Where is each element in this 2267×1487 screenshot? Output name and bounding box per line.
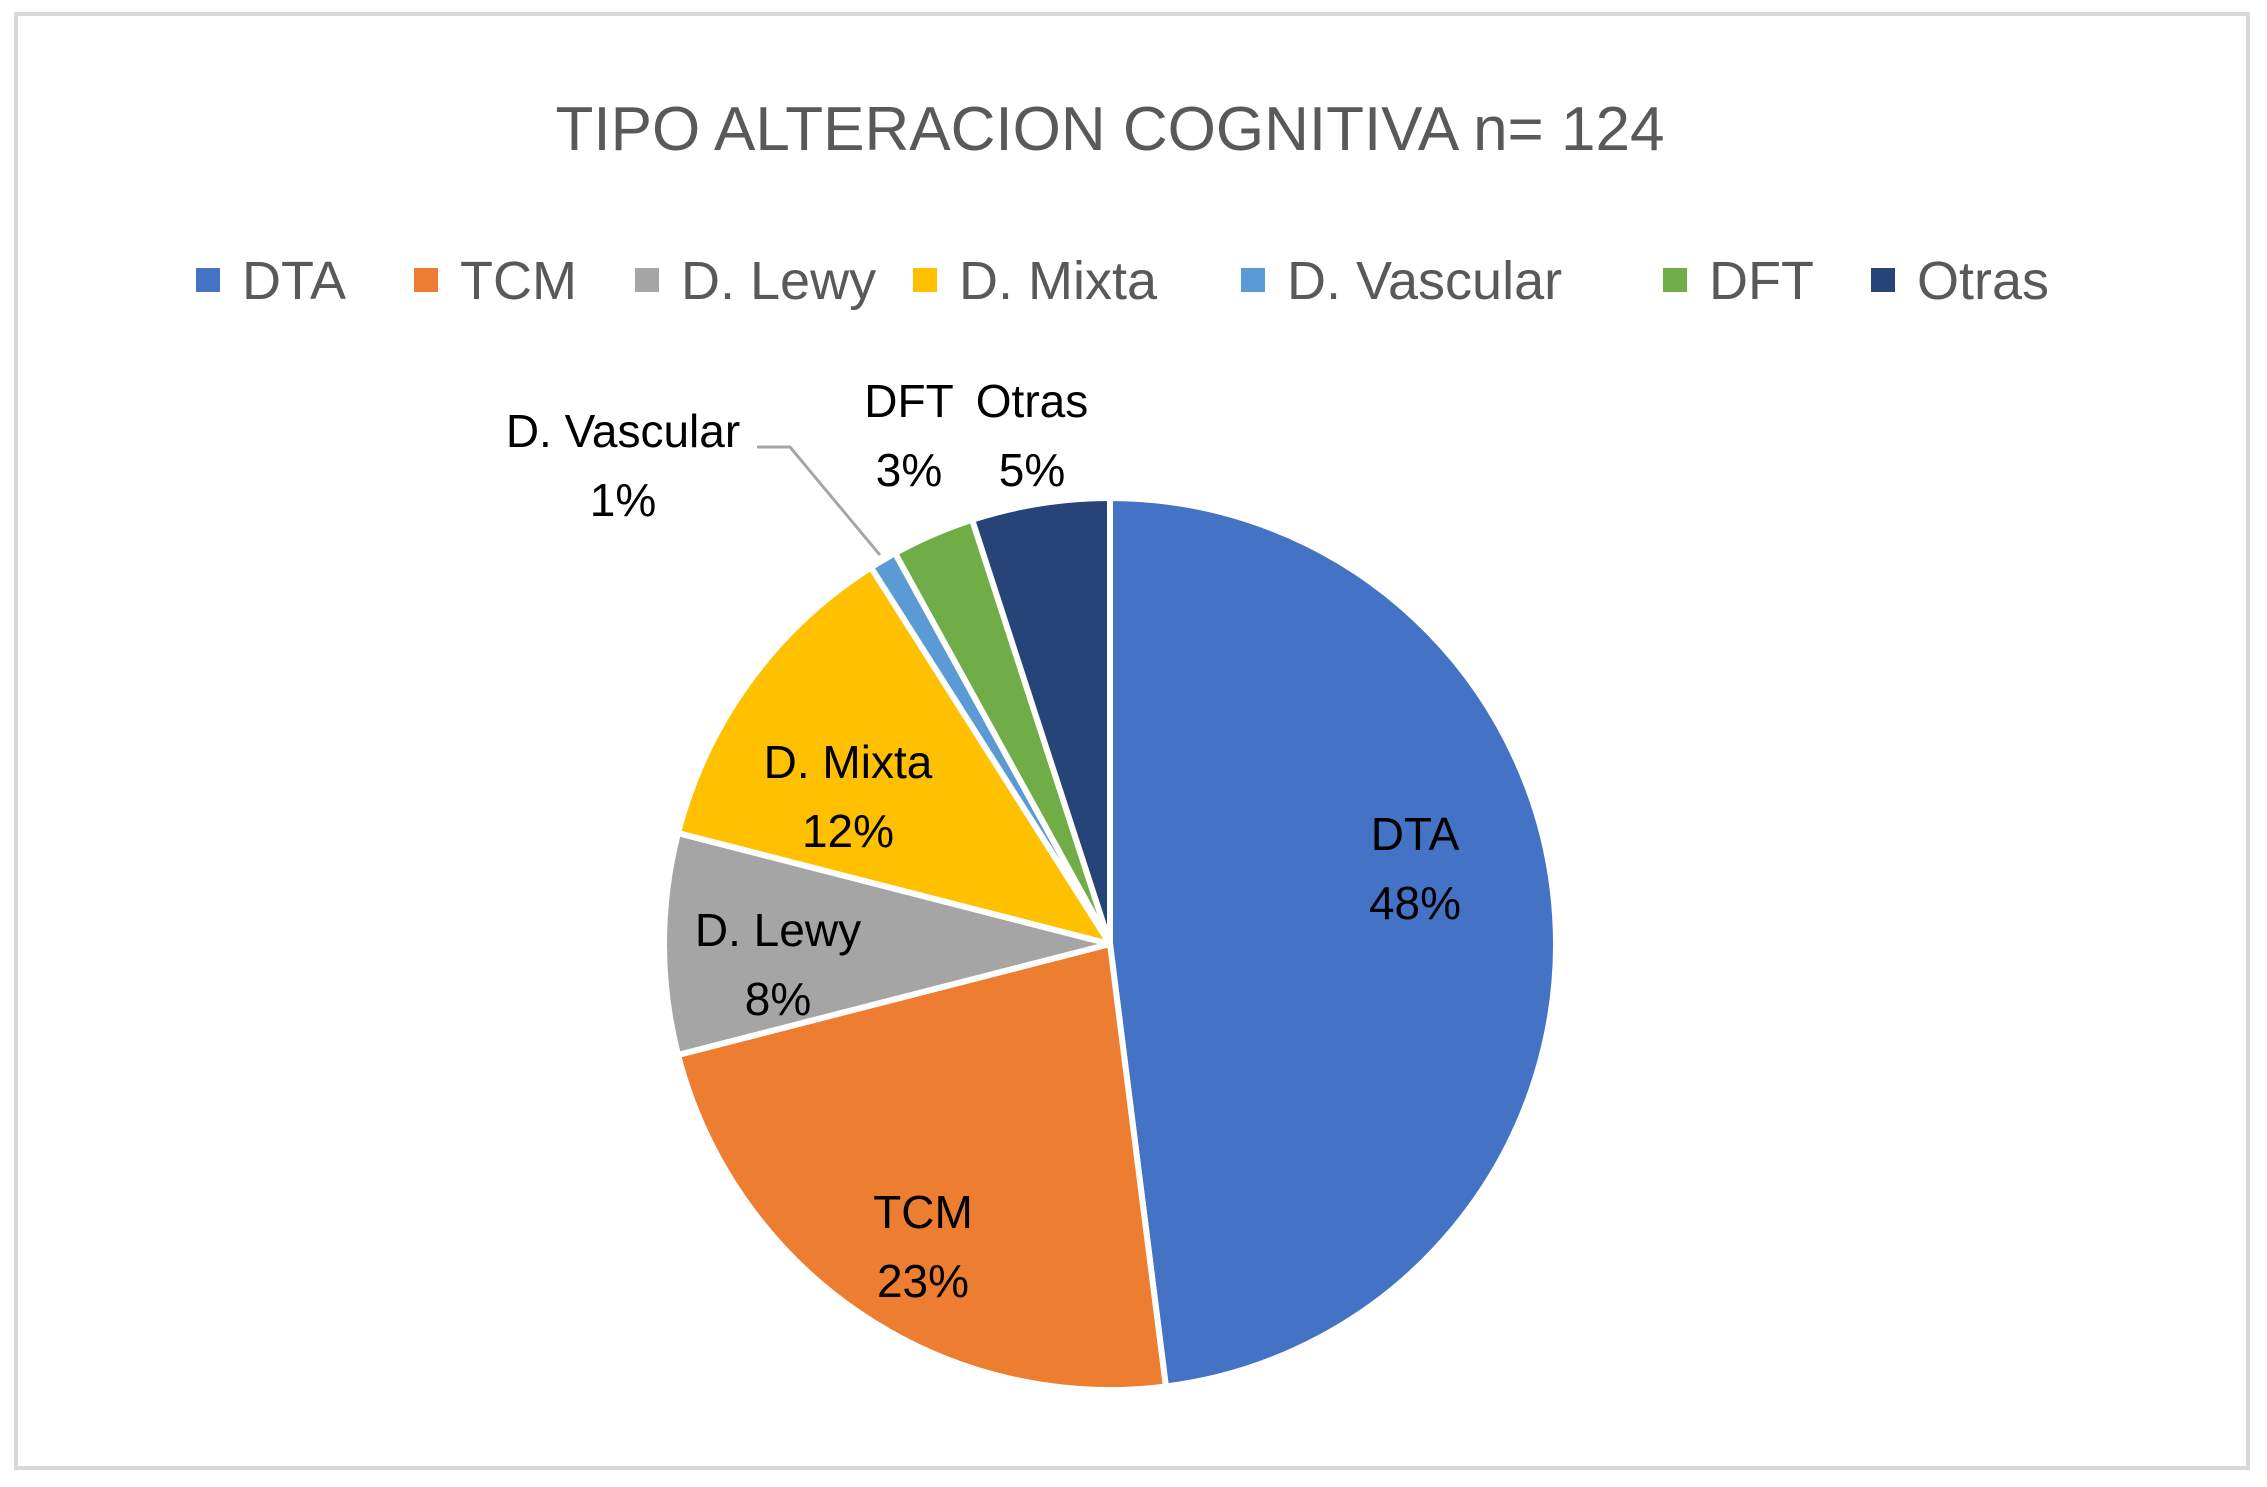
legend-swatch-d-lewy	[635, 268, 659, 292]
data-label-category-d-lewy: D. Lewy	[695, 904, 861, 956]
data-label-d-vascular: D. Vascular 1%	[506, 405, 740, 526]
leader-lines	[757, 445, 882, 556]
legend-swatch-otras	[1871, 268, 1895, 292]
data-label-dft: DFT 3%	[864, 375, 953, 496]
data-label-value-tcm: 23%	[877, 1255, 969, 1307]
data-label-category-tcm: TCM	[873, 1186, 973, 1238]
pie-slice-tcm	[675, 941, 1169, 1393]
data-label-value-d-vascular: 1%	[590, 474, 656, 526]
pie-slice-d-mixta	[675, 564, 1113, 947]
chart-title: TIPO ALTERACION COGNITIVA n= 124	[556, 95, 1665, 164]
legend-label-tcm: TCM	[460, 251, 577, 311]
data-label-category-d-vascular: D. Vascular	[506, 405, 740, 457]
data-label-category-d-mixta: D. Mixta	[764, 736, 933, 788]
data-label-value-d-mixta: 12%	[802, 805, 894, 857]
data-label-value-otras: 5%	[999, 444, 1065, 496]
data-label-d-lewy: D. Lewy 8%	[695, 904, 861, 1025]
pie-slice-otras	[969, 495, 1113, 947]
legend-swatch-d-vascular	[1241, 268, 1265, 292]
legend-label-d-vascular: D. Vascular	[1287, 251, 1562, 311]
legend: DTA TCM D. Lewy D. Mixta D. Vascular DFT Otras	[196, 251, 2049, 311]
legend-swatch-d-mixta	[913, 268, 937, 292]
leader-line-d-vascular	[757, 445, 882, 556]
data-label-category-dft: DFT	[864, 375, 953, 427]
legend-swatch-dta	[196, 268, 220, 292]
legend-swatch-dft	[1663, 268, 1687, 292]
pie-slice-dta	[1107, 495, 1559, 1390]
legend-swatch-tcm	[414, 268, 438, 292]
data-label-d-mixta: D. Mixta 12%	[764, 736, 933, 857]
data-label-category-otras: Otras	[976, 375, 1088, 427]
data-label-dta: DTA 48%	[1369, 808, 1461, 929]
data-label-value-dft: 3%	[876, 444, 942, 496]
data-label-tcm: TCM 23%	[873, 1186, 973, 1307]
legend-label-d-mixta: D. Mixta	[959, 251, 1158, 311]
data-label-otras: Otras 5%	[976, 375, 1088, 496]
data-labels: DTA 48% TCM 23% D. Lewy 8% D. Mixta 12% D. Vascu…	[506, 375, 1461, 1307]
pie-slices	[661, 495, 1559, 1393]
data-label-category-dta: DTA	[1371, 808, 1460, 860]
legend-label-d-lewy: D. Lewy	[681, 251, 876, 311]
legend-label-otras: Otras	[1917, 251, 2049, 311]
data-label-value-dta: 48%	[1369, 877, 1461, 929]
legend-label-dft: DFT	[1709, 251, 1814, 311]
data-label-value-d-lewy: 8%	[745, 973, 811, 1025]
legend-label-dta: DTA	[242, 251, 346, 311]
pie-slice-d-lewy	[661, 830, 1113, 1058]
